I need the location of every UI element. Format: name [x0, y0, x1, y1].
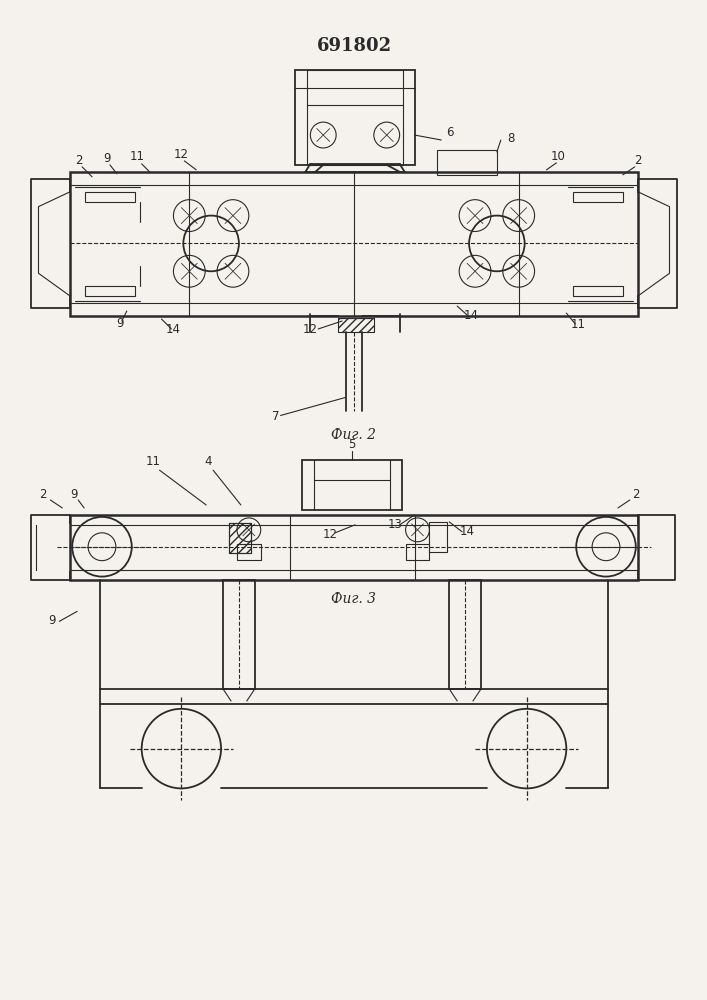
- Bar: [85, 192, 135, 202]
- Text: 9: 9: [49, 614, 56, 627]
- Bar: [573, 286, 623, 296]
- Text: 7: 7: [272, 410, 279, 423]
- Text: Фиг. 3: Фиг. 3: [332, 592, 377, 606]
- Text: 2: 2: [39, 488, 46, 501]
- Text: 2: 2: [76, 154, 83, 167]
- Bar: [100, 689, 608, 704]
- Text: 11: 11: [129, 150, 144, 163]
- Bar: [70, 515, 638, 580]
- Text: 9: 9: [116, 317, 124, 330]
- Bar: [406, 544, 429, 560]
- Text: 4: 4: [204, 455, 212, 468]
- Text: 10: 10: [551, 150, 566, 163]
- Bar: [438, 150, 497, 175]
- Text: 12: 12: [303, 323, 318, 336]
- Text: 11: 11: [146, 455, 161, 468]
- Text: 14: 14: [166, 323, 181, 336]
- Text: 14: 14: [464, 309, 479, 322]
- Bar: [70, 172, 638, 316]
- Text: 2: 2: [632, 488, 640, 501]
- Bar: [229, 523, 251, 553]
- Bar: [237, 544, 261, 560]
- Text: 9: 9: [71, 488, 78, 501]
- Text: 9: 9: [103, 152, 111, 165]
- Text: 14: 14: [460, 525, 474, 538]
- Bar: [338, 318, 374, 332]
- Bar: [296, 70, 414, 165]
- Text: 13: 13: [387, 518, 402, 531]
- Text: 5: 5: [349, 438, 356, 451]
- Bar: [429, 522, 448, 552]
- Text: 11: 11: [571, 318, 585, 331]
- Bar: [229, 523, 251, 553]
- Bar: [308, 70, 402, 165]
- Text: 12: 12: [322, 528, 338, 541]
- Text: 8: 8: [507, 132, 514, 145]
- Bar: [573, 192, 623, 202]
- Text: 12: 12: [174, 148, 189, 161]
- Bar: [85, 286, 135, 296]
- Text: Фиг. 2: Фиг. 2: [332, 428, 377, 442]
- Bar: [303, 460, 402, 510]
- Text: 691802: 691802: [317, 37, 392, 55]
- Text: 6: 6: [446, 126, 454, 139]
- Bar: [449, 580, 481, 689]
- Text: 2: 2: [634, 154, 641, 167]
- Bar: [223, 580, 255, 689]
